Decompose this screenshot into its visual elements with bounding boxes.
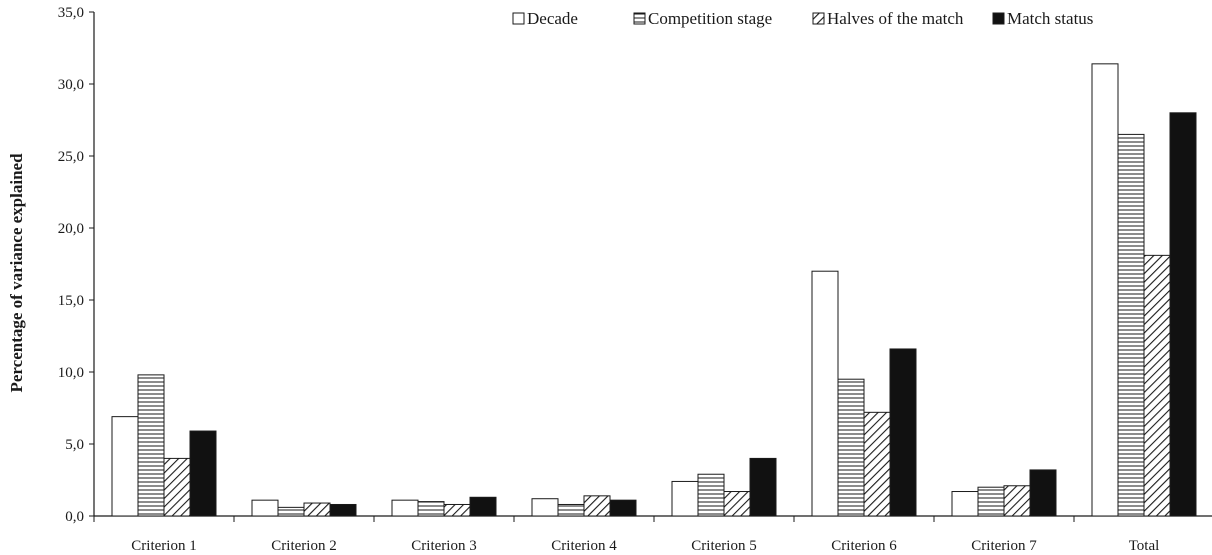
bar <box>583 495 611 517</box>
bar <box>163 457 191 517</box>
bar <box>391 499 419 517</box>
bar <box>111 416 139 517</box>
bars <box>111 63 1197 517</box>
bar <box>723 491 751 517</box>
legend-swatch <box>812 12 825 25</box>
bar <box>837 378 865 517</box>
y-tick-label: 25,0 <box>58 149 84 165</box>
bar <box>557 503 585 517</box>
x-tick-label: Criterion 3 <box>411 538 476 554</box>
bar <box>251 499 279 517</box>
bar <box>671 480 699 517</box>
x-tick-label: Criterion 7 <box>971 538 1037 554</box>
x-tick-label: Criterion 5 <box>691 538 756 554</box>
x-tick-label: Criterion 2 <box>271 538 336 554</box>
bar <box>697 473 725 517</box>
bar <box>977 486 1005 517</box>
bar <box>1169 112 1197 517</box>
bar <box>609 499 637 517</box>
legend-label: Competition stage <box>648 9 772 28</box>
x-tick-label: Criterion 4 <box>551 538 617 554</box>
y-tick-label: 5,0 <box>65 437 84 453</box>
x-tick-labels: Criterion 1 Criterion 2 Criterion 3 Criteri… <box>131 538 1159 554</box>
bar <box>889 348 917 517</box>
bar <box>951 491 979 517</box>
legend: Decade Competition stage Halves of the mat… <box>512 9 1093 28</box>
x-tick-label: Criterion 6 <box>831 538 897 554</box>
x-tick-label: Criterion 1 <box>131 538 196 554</box>
legend-label: Decade <box>527 9 578 28</box>
bar <box>811 270 839 517</box>
bar <box>863 411 891 517</box>
y-tick-labels: 0,0 5,0 10,0 15,0 20,0 25,0 30,0 35,0 <box>58 5 84 525</box>
bar <box>417 501 445 517</box>
y-axis-title: Percentage of variance explained <box>7 153 26 393</box>
legend-label: Halves of the match <box>827 9 964 28</box>
bar <box>531 498 559 517</box>
y-tick-label: 30,0 <box>58 77 84 93</box>
bar <box>303 502 331 517</box>
axes <box>89 11 1212 522</box>
bar <box>1117 133 1145 517</box>
legend-label: Match status <box>1007 9 1093 28</box>
legend-swatch <box>992 12 1005 25</box>
bar <box>329 503 357 517</box>
bar <box>469 496 497 517</box>
bar <box>1143 254 1171 517</box>
legend-swatch <box>512 12 525 25</box>
bar <box>1091 63 1119 517</box>
bar <box>443 503 471 517</box>
y-tick-label: 15,0 <box>58 293 84 309</box>
bar <box>189 430 217 517</box>
bar <box>137 374 165 517</box>
legend-swatch <box>633 12 646 25</box>
x-tick-label: Total <box>1129 538 1160 554</box>
bar <box>1029 469 1057 517</box>
y-tick-label: 10,0 <box>58 365 84 381</box>
bar <box>1003 485 1031 517</box>
y-tick-label: 0,0 <box>65 509 84 525</box>
bar <box>749 457 777 517</box>
y-tick-label: 35,0 <box>58 5 84 21</box>
y-tick-label: 20,0 <box>58 221 84 237</box>
bar <box>277 506 305 517</box>
